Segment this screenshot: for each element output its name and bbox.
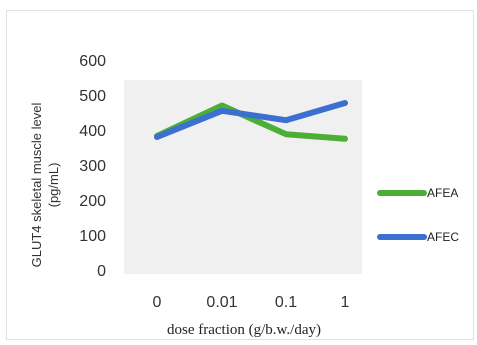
y-axis-title-line-2: (pg/mL)	[46, 163, 61, 208]
x-tick-label: 1	[341, 294, 350, 311]
series-line-afec	[154, 100, 348, 140]
x-tick-labels: 0 0.01 0.1 1	[153, 294, 350, 311]
y-tick-label: 500	[79, 88, 106, 105]
x-axis-title: dose fraction (g/b.w./day)	[167, 322, 321, 338]
x-tick-label: 0.1	[275, 294, 297, 311]
y-tick-label: 400	[79, 123, 106, 140]
y-tick-label: 300	[79, 158, 106, 175]
series-lines	[154, 100, 348, 142]
legend-label-afea: AFEA	[427, 186, 458, 200]
x-tick-label: 0.01	[206, 294, 237, 311]
legend-label-afec: AFEC	[427, 230, 459, 244]
y-tick-label: 200	[79, 193, 106, 210]
y-tick-label: 600	[79, 53, 106, 70]
y-tick-label: 100	[79, 228, 106, 245]
legend: AFEA AFEC	[377, 186, 459, 244]
y-tick-label: 0	[97, 263, 106, 280]
y-axis-title-line-1: GLUT4 skeletal muscle level	[29, 103, 44, 268]
x-tick-label: 0	[153, 294, 162, 311]
y-tick-labels: 0 100 200 300 400 500 600	[79, 53, 106, 280]
